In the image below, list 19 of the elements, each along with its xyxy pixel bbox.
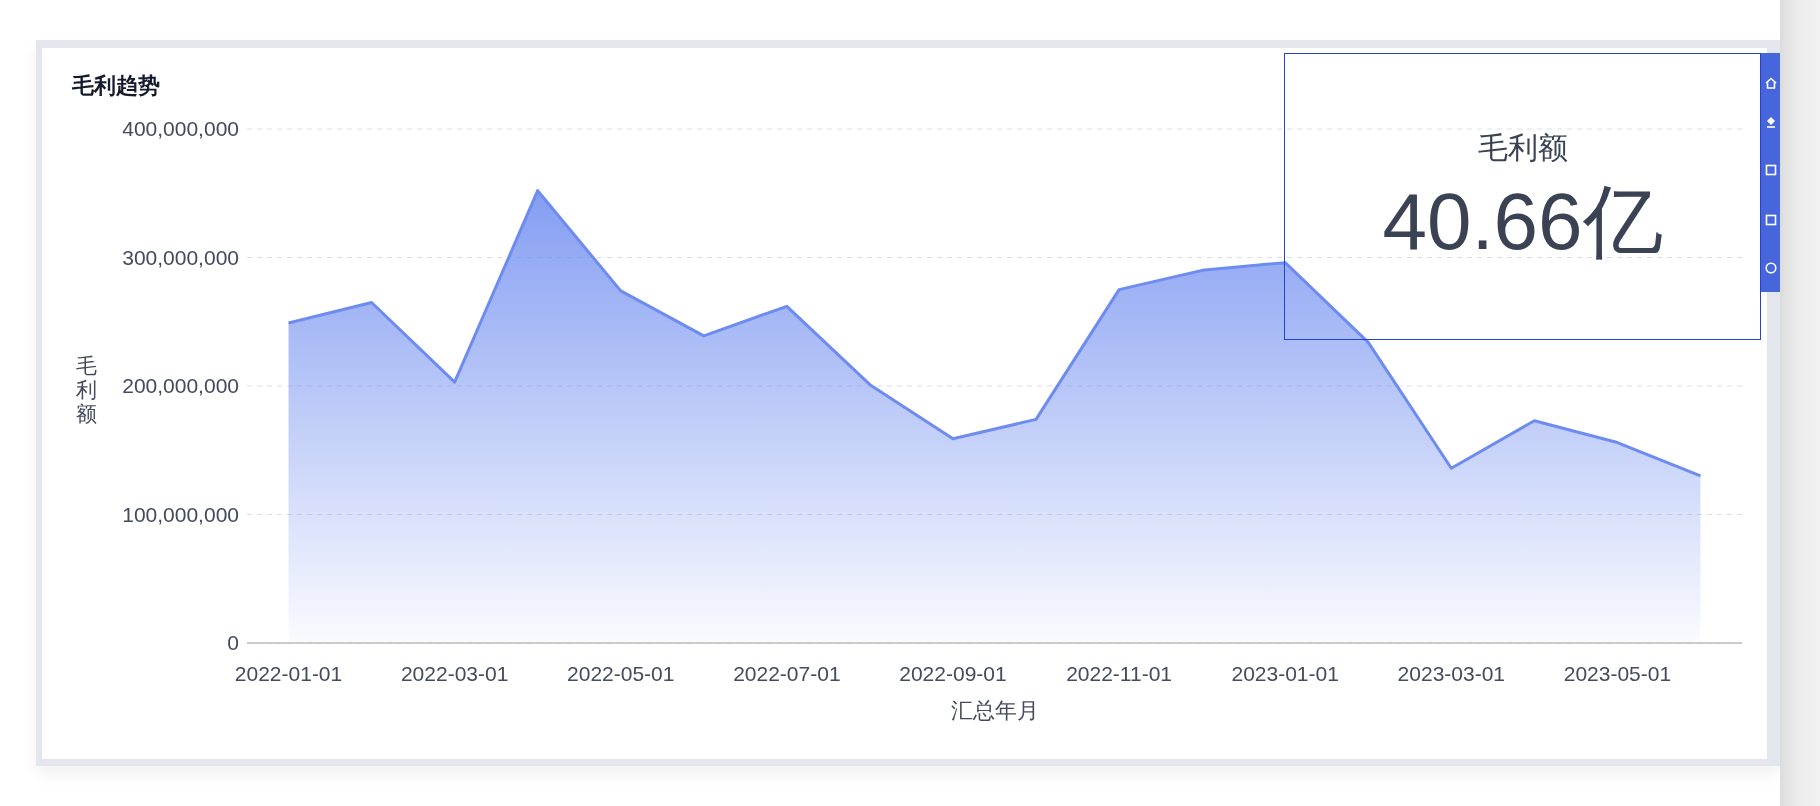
x-tick-label: 2022-03-01 xyxy=(400,661,509,685)
y-tick-label: 400,000,000 xyxy=(122,117,239,141)
y-axis-title: 毛利额 xyxy=(75,354,97,425)
x-tick-label: 2022-05-01 xyxy=(567,661,675,685)
chart-title: 毛利趋势 xyxy=(72,73,160,98)
x-tick-label: 2022-09-01 xyxy=(899,661,1007,685)
y-tick-label: 300,000,000 xyxy=(122,245,239,269)
x-axis-title: 汇总年月 xyxy=(950,698,1039,723)
x-tick-label: 2022-07-01 xyxy=(733,661,841,685)
x-tick-label: 2023-03-01 xyxy=(1397,661,1506,685)
x-tick-label: 2023-05-01 xyxy=(1563,661,1672,685)
y-tick-label: 100,000,000 xyxy=(122,502,239,526)
y-tick-label: 200,000,000 xyxy=(122,374,239,398)
annotation: 40.66亿 xyxy=(1382,177,1663,266)
y-tick-label: 0 xyxy=(227,631,239,655)
x-tick-label: 2022-01-01 xyxy=(234,661,343,685)
text: 毛利额 xyxy=(1477,131,1568,164)
x-tick-label: 2023-01-01 xyxy=(1231,661,1339,685)
x-tick-label: 2022-11-01 xyxy=(1066,661,1173,685)
